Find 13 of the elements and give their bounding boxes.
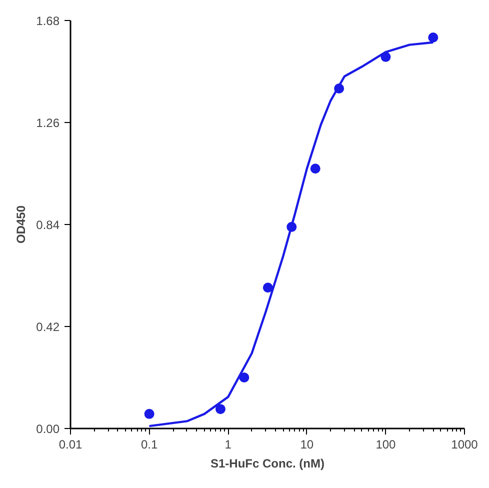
x-tick-label: 10 (300, 438, 314, 452)
y-axis-title: OD450 (14, 205, 28, 244)
x-tick-label: 100 (376, 438, 396, 452)
x-tick-label: 0.1 (140, 438, 158, 452)
y-tick-label: 1.68 (36, 14, 60, 28)
x-tick-label: 0.01 (58, 438, 83, 452)
y-tick-label: 0.84 (36, 218, 60, 232)
x-tick-label: 1 (224, 438, 232, 452)
y-tick-label: 0.42 (36, 320, 60, 334)
x-tick-label: 1000 (451, 438, 478, 452)
y-tick-label: 0.00 (36, 422, 60, 436)
y-tick-label: 1.26 (36, 116, 60, 130)
x-axis-title: S1-HuFc Conc. (nM) (210, 456, 325, 470)
